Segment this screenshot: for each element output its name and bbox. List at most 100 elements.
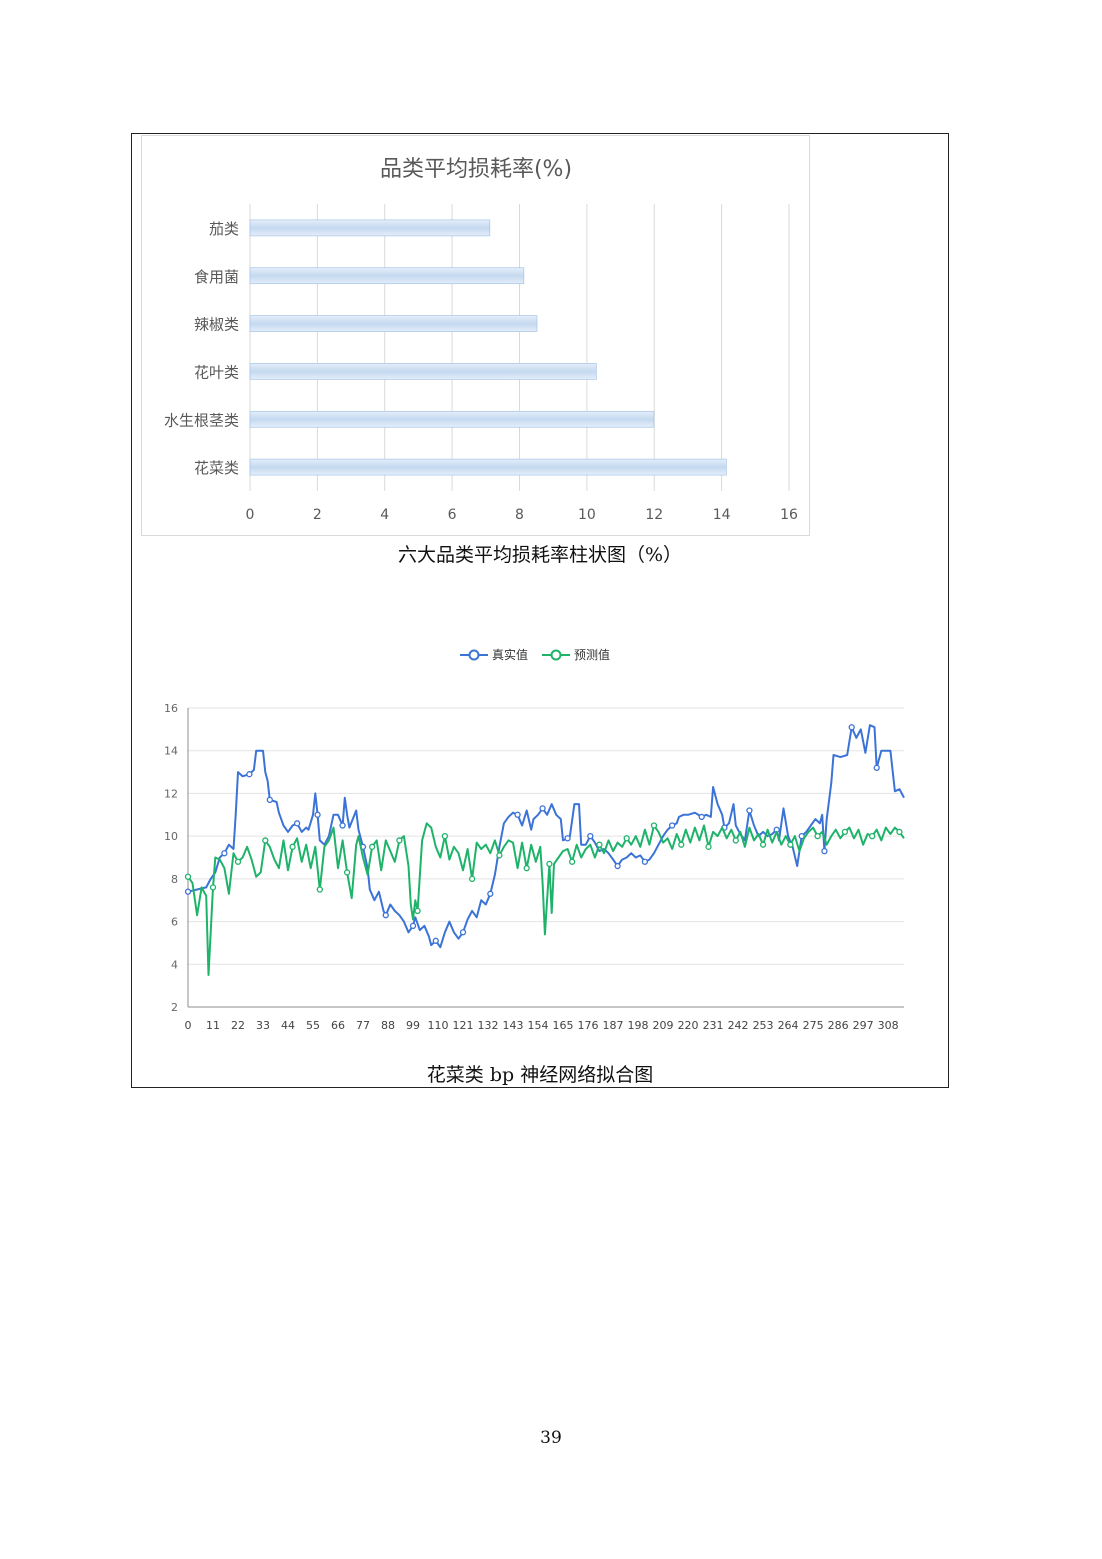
line-x-tick-label: 132 [478, 1019, 499, 1032]
line-x-tick-label: 44 [281, 1019, 295, 1032]
bar-1 [249, 267, 525, 285]
series-0-point [293, 820, 301, 827]
bar-x-tick-label: 14 [713, 507, 731, 523]
figure1-caption: 六大品类平均损耗率柱状图（%） [397, 544, 683, 566]
bar-x-tick-label: 16 [780, 507, 798, 523]
series-1-point [623, 835, 630, 842]
line-series-0 [187, 724, 905, 949]
line-chart: 真实值 预测值 2 4 6 8 10 12 14 16 0 11 22 33 44 55 66 77 88 99 1… [164, 647, 905, 1032]
series-1-point [343, 869, 351, 876]
series-0-point [382, 912, 389, 919]
line-x-tick-label: 176 [578, 1019, 599, 1032]
series-1-point [289, 843, 296, 850]
line-x-tick-label: 209 [653, 1019, 674, 1032]
bar-0 [249, 219, 491, 237]
line-x-tick-label: 66 [331, 1019, 345, 1032]
line-chart-gridlines [187, 707, 904, 1008]
series-1-point [705, 843, 712, 850]
series-1-point [732, 837, 739, 844]
bar-4 [249, 410, 655, 428]
line-chart-series [184, 724, 905, 976]
series-0-point [821, 847, 828, 855]
series-0-point [432, 937, 439, 944]
bar-chart-x-tick-labels: 0 2 4 6 8 10 12 14 16 [246, 507, 798, 523]
line-x-tick-label: 187 [603, 1019, 624, 1032]
line-x-tick-label: 11 [206, 1019, 220, 1032]
series-0-point [614, 862, 621, 870]
line-chart-legend: 真实值 预测值 [460, 647, 610, 662]
figure-frame [131, 133, 949, 1088]
series-0-point [459, 929, 467, 936]
bar-chart-bars [249, 219, 727, 476]
series-0-point [746, 807, 753, 814]
line-x-tick-label: 275 [803, 1019, 824, 1032]
series-0-point [514, 811, 521, 818]
series-1-point [568, 858, 576, 865]
bar-category-label: 食用菌 [194, 268, 239, 286]
series-0-point [246, 771, 253, 778]
series-0-point [798, 832, 805, 840]
legend-label-0: 真实值 [492, 647, 528, 662]
series-1-point [759, 841, 767, 848]
series-0-point [409, 922, 417, 929]
bar-x-tick-label: 10 [578, 507, 596, 523]
figure2-caption: 花菜类 bp 神经网络拟合图 [426, 1064, 654, 1086]
line-x-tick-label: 99 [406, 1019, 420, 1032]
line-x-tick-label: 55 [306, 1019, 320, 1032]
line-x-tick-label: 253 [753, 1019, 774, 1032]
line-y-tick-label: 10 [164, 830, 178, 843]
bar-x-tick-label: 6 [448, 507, 457, 523]
line-x-tick-label: 77 [356, 1019, 370, 1032]
series-0-point [487, 890, 494, 897]
series-1-point [523, 865, 530, 872]
line-y-tick-label: 16 [164, 702, 178, 715]
bar-x-tick-label: 8 [515, 507, 524, 523]
bar-chart-container: 品类平均损耗率(%) 茄类 食用菌 辣椒类 花叶类 水生根茎类 花菜类 0 2 4 6 8 10 12… [141, 135, 810, 536]
series-1-point [234, 858, 242, 865]
series-1-point [468, 875, 476, 883]
line-y-tick-label: 4 [171, 958, 178, 971]
line-y-tick-label: 8 [171, 873, 178, 886]
line-x-tick-label: 286 [828, 1019, 849, 1032]
series-0-point [221, 850, 228, 857]
series-0-point [641, 858, 649, 865]
line-x-tick-label: 308 [878, 1019, 899, 1032]
series-1-point [496, 852, 503, 859]
line-x-tick-label: 198 [628, 1019, 649, 1032]
bar-5 [249, 458, 727, 476]
bar-2 [249, 315, 538, 332]
series-0-point [698, 813, 705, 821]
bar-x-tick-label: 12 [645, 507, 663, 523]
bar-x-tick-label: 2 [313, 507, 322, 523]
bar-category-label: 水生根茎类 [164, 411, 239, 429]
line-x-tick-label: 110 [428, 1019, 449, 1032]
series-0-point [339, 822, 346, 829]
series-0-point [184, 888, 192, 895]
series-1-point [396, 837, 403, 844]
bar-category-label: 茄类 [209, 220, 239, 238]
series-1-point [262, 837, 269, 844]
line-x-tick-label: 264 [778, 1019, 799, 1032]
bar-chart-gridlines [249, 204, 790, 491]
line-y-tick-label: 2 [171, 1001, 178, 1014]
line-x-tick-label: 22 [231, 1019, 245, 1032]
line-y-tick-label: 14 [164, 745, 178, 758]
legend-label-1: 预测值 [574, 647, 610, 662]
series-1-point [209, 884, 217, 891]
series-0-point [873, 764, 880, 771]
series-0-point [848, 724, 855, 731]
page-number: 39 [540, 1428, 562, 1448]
series-0-point [266, 796, 273, 803]
series-1-point [414, 907, 421, 915]
bar-x-tick-label: 0 [246, 507, 255, 523]
line-x-tick-label: 154 [528, 1019, 549, 1032]
line-y-tick-label: 12 [164, 787, 178, 800]
bar-x-tick-label: 4 [380, 507, 389, 523]
series-1-point [814, 832, 821, 840]
line-y-tick-label: 6 [171, 916, 178, 929]
series-1-point [841, 828, 849, 836]
series-0-point [314, 811, 321, 818]
series-0-point [669, 822, 676, 829]
